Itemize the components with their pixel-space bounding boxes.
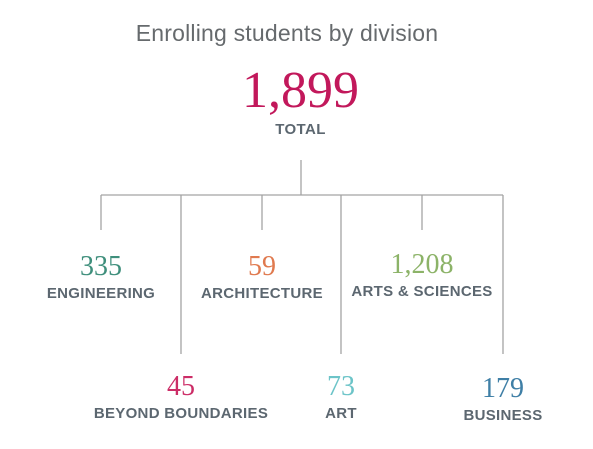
division-label: ENGINEERING <box>46 285 156 302</box>
total-label: TOTAL <box>275 121 326 138</box>
chart-title: Enrolling students by division <box>135 20 439 46</box>
total-value: 1,899 <box>242 62 359 119</box>
division-architecture: 59 ARCHITECTURE <box>201 251 323 303</box>
division-label: ART <box>325 405 357 422</box>
division-value: 45 <box>166 371 195 402</box>
division-art: 73 ART <box>325 371 357 423</box>
division-beyond-boundaries: 45 BEYOND BOUNDARIES <box>93 371 269 423</box>
division-value: 179 <box>482 373 524 404</box>
division-engineering: 335 ENGINEERING <box>46 251 156 303</box>
division-value: 59 <box>248 251 276 282</box>
division-arts-sciences: 1,208 ARTS & SCIENCES <box>351 249 493 301</box>
division-value: 73 <box>326 371 355 402</box>
division-label: BEYOND BOUNDARIES <box>93 405 269 422</box>
division-label: BUSINESS <box>463 407 543 424</box>
division-value: 1,208 <box>390 249 454 280</box>
division-business: 179 BUSINESS <box>463 373 543 425</box>
division-label: ARTS & SCIENCES <box>351 283 493 300</box>
division-label: ARCHITECTURE <box>201 285 323 302</box>
division-value: 335 <box>79 251 122 282</box>
